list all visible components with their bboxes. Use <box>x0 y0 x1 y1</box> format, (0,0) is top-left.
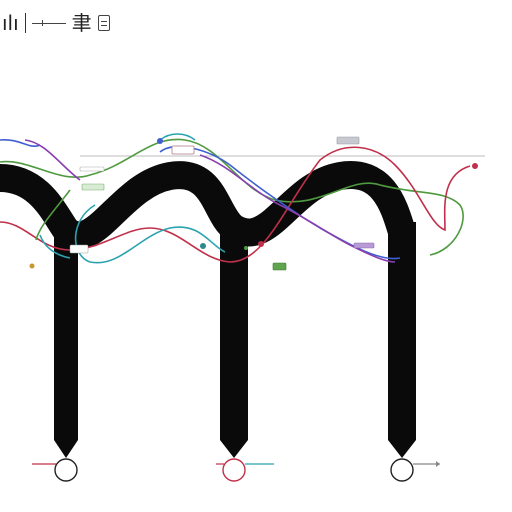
teal-curve <box>74 133 226 264</box>
node-red-right[interactable] <box>472 163 478 169</box>
bar-glyph-icon[interactable]: ılı <box>2 11 19 35</box>
badge-top-right[interactable] <box>336 136 360 145</box>
node-red-center[interactable] <box>258 241 264 247</box>
trunk-left <box>54 232 78 458</box>
teal-small <box>39 234 71 259</box>
node-teal-center[interactable] <box>200 243 206 249</box>
badge-left-white[interactable] <box>69 244 89 254</box>
terminal-middle[interactable] <box>222 458 246 482</box>
green-curve <box>0 138 464 256</box>
nodes <box>29 138 478 269</box>
document-icon[interactable] <box>97 15 110 31</box>
trunk-structure <box>0 161 416 458</box>
badge-left-green[interactable] <box>81 183 105 191</box>
badges <box>69 136 375 271</box>
badge-right-purple[interactable] <box>353 242 375 249</box>
trunk-middle <box>220 232 248 458</box>
terminal-left[interactable] <box>54 458 78 482</box>
badge-left-gray[interactable] <box>79 166 105 172</box>
node-green-small[interactable] <box>244 246 248 250</box>
node-orange-left[interactable] <box>29 263 35 269</box>
node-blue-top[interactable] <box>157 138 163 144</box>
toolbar-divider <box>24 13 26 33</box>
toolbar: ılı ⾀ <box>0 6 110 40</box>
terminals <box>32 458 440 482</box>
terminal-right[interactable] <box>390 458 414 482</box>
arrowhead-right <box>436 461 440 467</box>
trunk-wave <box>0 161 416 250</box>
purple-curve <box>24 139 396 263</box>
line-tool-icon[interactable] <box>31 19 66 26</box>
badge-center-green[interactable] <box>272 262 287 271</box>
trunk-right <box>388 222 416 458</box>
green-small <box>35 189 71 241</box>
character-icon[interactable]: ⾀ <box>71 11 92 35</box>
badge-top-center[interactable] <box>171 145 195 155</box>
